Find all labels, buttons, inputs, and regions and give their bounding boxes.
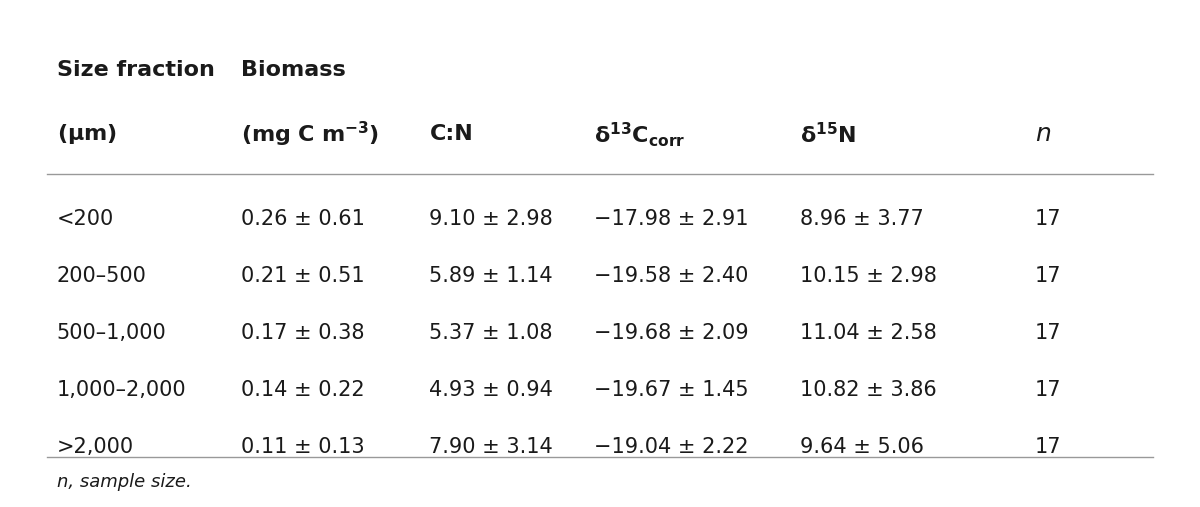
Text: $\mathbf{(mg\ C\ m^{-3})}$: $\mathbf{(mg\ C\ m^{-3})}$ — [241, 120, 379, 149]
Text: 17: 17 — [1036, 266, 1062, 286]
Text: 5.89 ± 1.14: 5.89 ± 1.14 — [430, 266, 553, 286]
Text: 4.93 ± 0.94: 4.93 ± 0.94 — [430, 380, 553, 400]
Text: −19.68 ± 2.09: −19.68 ± 2.09 — [594, 323, 749, 343]
Text: 17: 17 — [1036, 323, 1062, 343]
Text: 10.82 ± 3.86: 10.82 ± 3.86 — [800, 380, 937, 400]
Text: 200–500: 200–500 — [56, 266, 146, 286]
Text: $\mathbf{\delta^{13}C_{corr}}$: $\mathbf{\delta^{13}C_{corr}}$ — [594, 120, 685, 149]
Text: 17: 17 — [1036, 437, 1062, 457]
Text: >2,000: >2,000 — [56, 437, 134, 457]
Text: 10.15 ± 2.98: 10.15 ± 2.98 — [800, 266, 937, 286]
Text: 9.10 ± 2.98: 9.10 ± 2.98 — [430, 209, 553, 229]
Text: −19.58 ± 2.40: −19.58 ± 2.40 — [594, 266, 749, 286]
Text: 11.04 ± 2.58: 11.04 ± 2.58 — [800, 323, 937, 343]
Text: n, sample size.: n, sample size. — [56, 473, 192, 491]
Text: −19.04 ± 2.22: −19.04 ± 2.22 — [594, 437, 749, 457]
Text: 0.11 ± 0.13: 0.11 ± 0.13 — [241, 437, 365, 457]
Text: C:N: C:N — [430, 124, 473, 144]
Text: Size fraction: Size fraction — [56, 60, 215, 80]
Text: 8.96 ± 3.77: 8.96 ± 3.77 — [800, 209, 924, 229]
Text: 0.21 ± 0.51: 0.21 ± 0.51 — [241, 266, 365, 286]
Text: <200: <200 — [56, 209, 114, 229]
Text: Biomass: Biomass — [241, 60, 346, 80]
Text: 500–1,000: 500–1,000 — [56, 323, 167, 343]
Text: 9.64 ± 5.06: 9.64 ± 5.06 — [800, 437, 924, 457]
Text: 5.37 ± 1.08: 5.37 ± 1.08 — [430, 323, 553, 343]
Text: 0.26 ± 0.61: 0.26 ± 0.61 — [241, 209, 365, 229]
Text: $\mathit{n}$: $\mathit{n}$ — [1036, 122, 1051, 146]
Text: 0.14 ± 0.22: 0.14 ± 0.22 — [241, 380, 365, 400]
Text: −19.67 ± 1.45: −19.67 ± 1.45 — [594, 380, 749, 400]
Text: 1,000–2,000: 1,000–2,000 — [56, 380, 186, 400]
Text: 17: 17 — [1036, 209, 1062, 229]
Text: 7.90 ± 3.14: 7.90 ± 3.14 — [430, 437, 553, 457]
Text: 0.17 ± 0.38: 0.17 ± 0.38 — [241, 323, 365, 343]
Text: $\mathbf{\delta^{15}N}$: $\mathbf{\delta^{15}N}$ — [800, 122, 856, 147]
Text: ($\mathbf{\mu}$m): ($\mathbf{\mu}$m) — [56, 122, 116, 146]
Text: −17.98 ± 2.91: −17.98 ± 2.91 — [594, 209, 749, 229]
Text: 17: 17 — [1036, 380, 1062, 400]
